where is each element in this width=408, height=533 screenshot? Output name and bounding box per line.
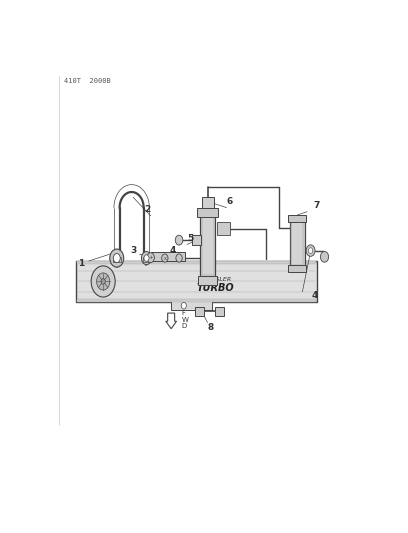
- Circle shape: [306, 245, 315, 256]
- Bar: [197, 208, 218, 217]
- Text: 8: 8: [208, 323, 214, 332]
- FancyArrow shape: [166, 313, 177, 329]
- Text: 4: 4: [312, 292, 318, 300]
- Circle shape: [175, 235, 183, 245]
- Circle shape: [147, 253, 154, 263]
- Circle shape: [97, 273, 110, 290]
- Bar: [195, 307, 204, 316]
- Bar: [291, 222, 303, 265]
- Text: 6: 6: [226, 197, 233, 206]
- Text: +: +: [148, 255, 153, 260]
- Bar: [288, 265, 306, 272]
- Text: x: x: [163, 256, 166, 261]
- Circle shape: [181, 302, 186, 309]
- Text: 3: 3: [130, 246, 136, 255]
- Circle shape: [142, 252, 151, 265]
- Bar: [192, 235, 201, 245]
- Bar: [202, 212, 213, 275]
- Text: TURBO: TURBO: [197, 282, 234, 293]
- Text: CHRYSLER: CHRYSLER: [199, 277, 232, 282]
- Bar: [290, 220, 305, 267]
- Circle shape: [320, 252, 328, 262]
- Bar: [171, 301, 212, 310]
- Circle shape: [101, 279, 105, 284]
- Bar: [288, 215, 306, 222]
- Circle shape: [308, 248, 313, 254]
- Text: 7: 7: [313, 201, 320, 210]
- Circle shape: [144, 255, 149, 261]
- Circle shape: [113, 254, 120, 263]
- Bar: [77, 261, 316, 264]
- Circle shape: [110, 249, 124, 267]
- Bar: [77, 298, 316, 302]
- Text: 5: 5: [187, 234, 193, 243]
- Text: F
W
D: F W D: [181, 310, 188, 329]
- Bar: [143, 257, 150, 262]
- Bar: [151, 252, 185, 261]
- Bar: [217, 222, 230, 235]
- Text: 2: 2: [144, 205, 151, 214]
- Circle shape: [162, 254, 168, 262]
- Bar: [200, 209, 215, 277]
- Text: 1: 1: [78, 259, 84, 268]
- Bar: [202, 197, 213, 208]
- Circle shape: [91, 266, 115, 297]
- Bar: [113, 257, 121, 262]
- Bar: [215, 307, 224, 316]
- Bar: [198, 276, 217, 285]
- Circle shape: [176, 254, 182, 262]
- Text: 410T  2000B: 410T 2000B: [64, 78, 111, 84]
- Bar: [76, 261, 317, 302]
- Text: 4: 4: [170, 246, 176, 255]
